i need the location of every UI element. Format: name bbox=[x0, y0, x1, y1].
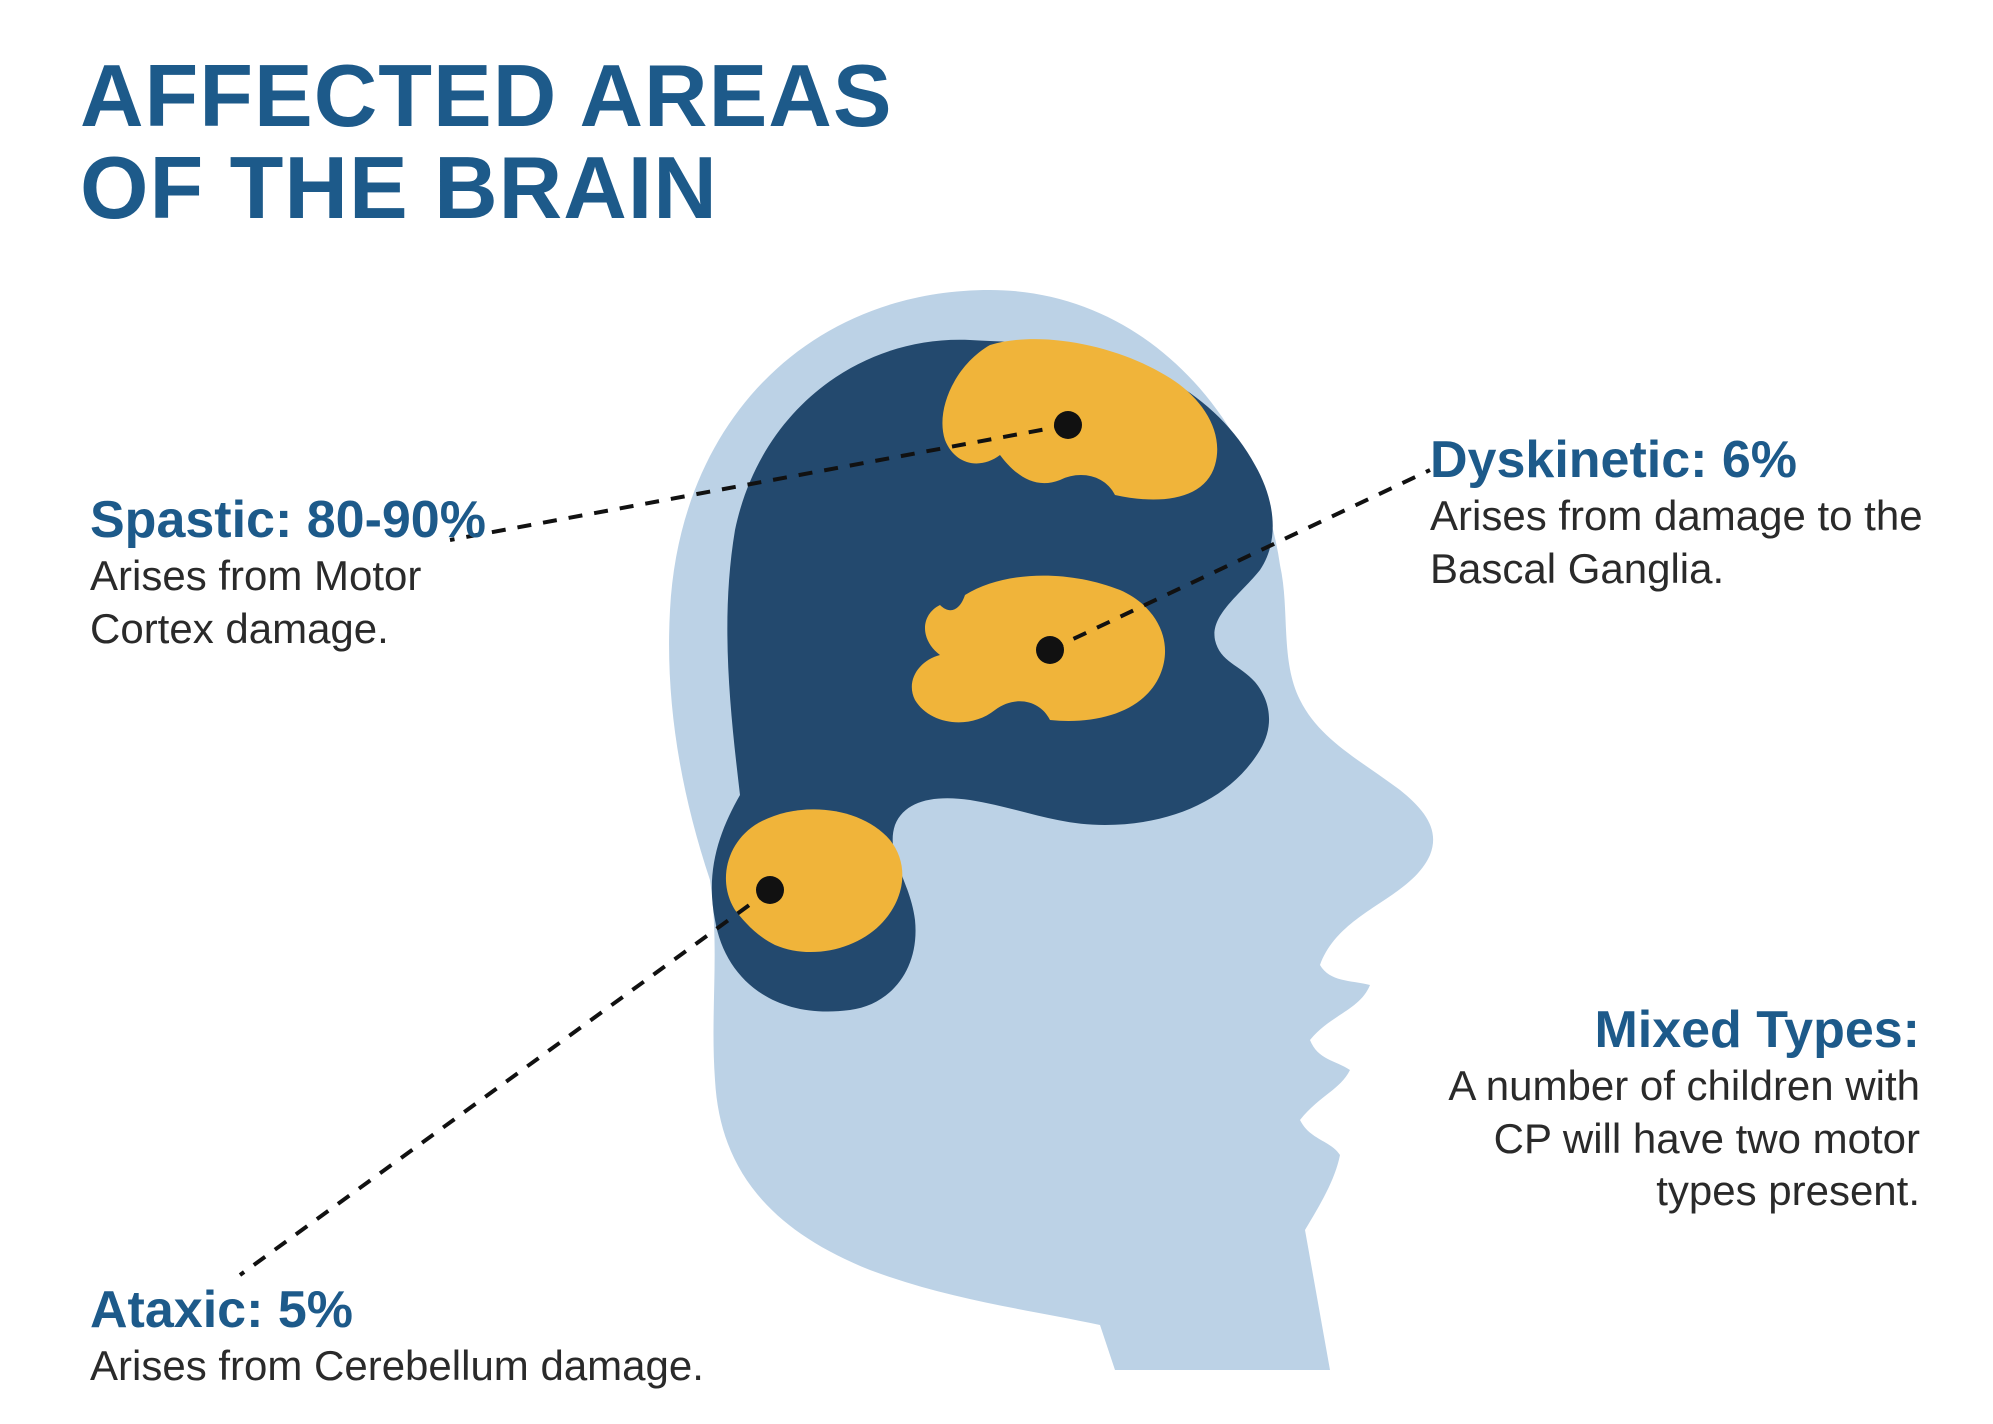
label-ataxic: Ataxic: 5% Arises from Cerebellum damage… bbox=[90, 1280, 790, 1393]
marker-dyskinetic bbox=[1036, 636, 1064, 664]
title-line2: OF THE BRAIN bbox=[80, 138, 718, 237]
page-title: AFFECTED AREAS OF THE BRAIN bbox=[80, 50, 893, 235]
label-ataxic-title: Ataxic: 5% bbox=[90, 1280, 790, 1340]
label-dyskinetic-desc: Arises from damage to the Bascal Ganglia… bbox=[1430, 490, 1940, 595]
label-dyskinetic: Dyskinetic: 6% Arises from damage to the… bbox=[1430, 430, 1940, 595]
marker-ataxic bbox=[756, 876, 784, 904]
title-line1: AFFECTED AREAS bbox=[80, 46, 893, 145]
label-mixed: Mixed Types: A number of children with C… bbox=[1430, 1000, 1920, 1218]
label-mixed-desc: A number of children with CP will have t… bbox=[1430, 1060, 1920, 1218]
label-spastic-title: Spastic: 80-90% bbox=[90, 490, 510, 550]
label-spastic-desc: Arises from Motor Cortex damage. bbox=[90, 550, 510, 655]
marker-spastic bbox=[1054, 411, 1082, 439]
label-mixed-title: Mixed Types: bbox=[1430, 1000, 1920, 1060]
label-spastic: Spastic: 80-90% Arises from Motor Cortex… bbox=[90, 490, 510, 655]
label-ataxic-desc: Arises from Cerebellum damage. bbox=[90, 1340, 790, 1393]
leader-ataxic bbox=[240, 890, 770, 1275]
label-dyskinetic-title: Dyskinetic: 6% bbox=[1430, 430, 1940, 490]
